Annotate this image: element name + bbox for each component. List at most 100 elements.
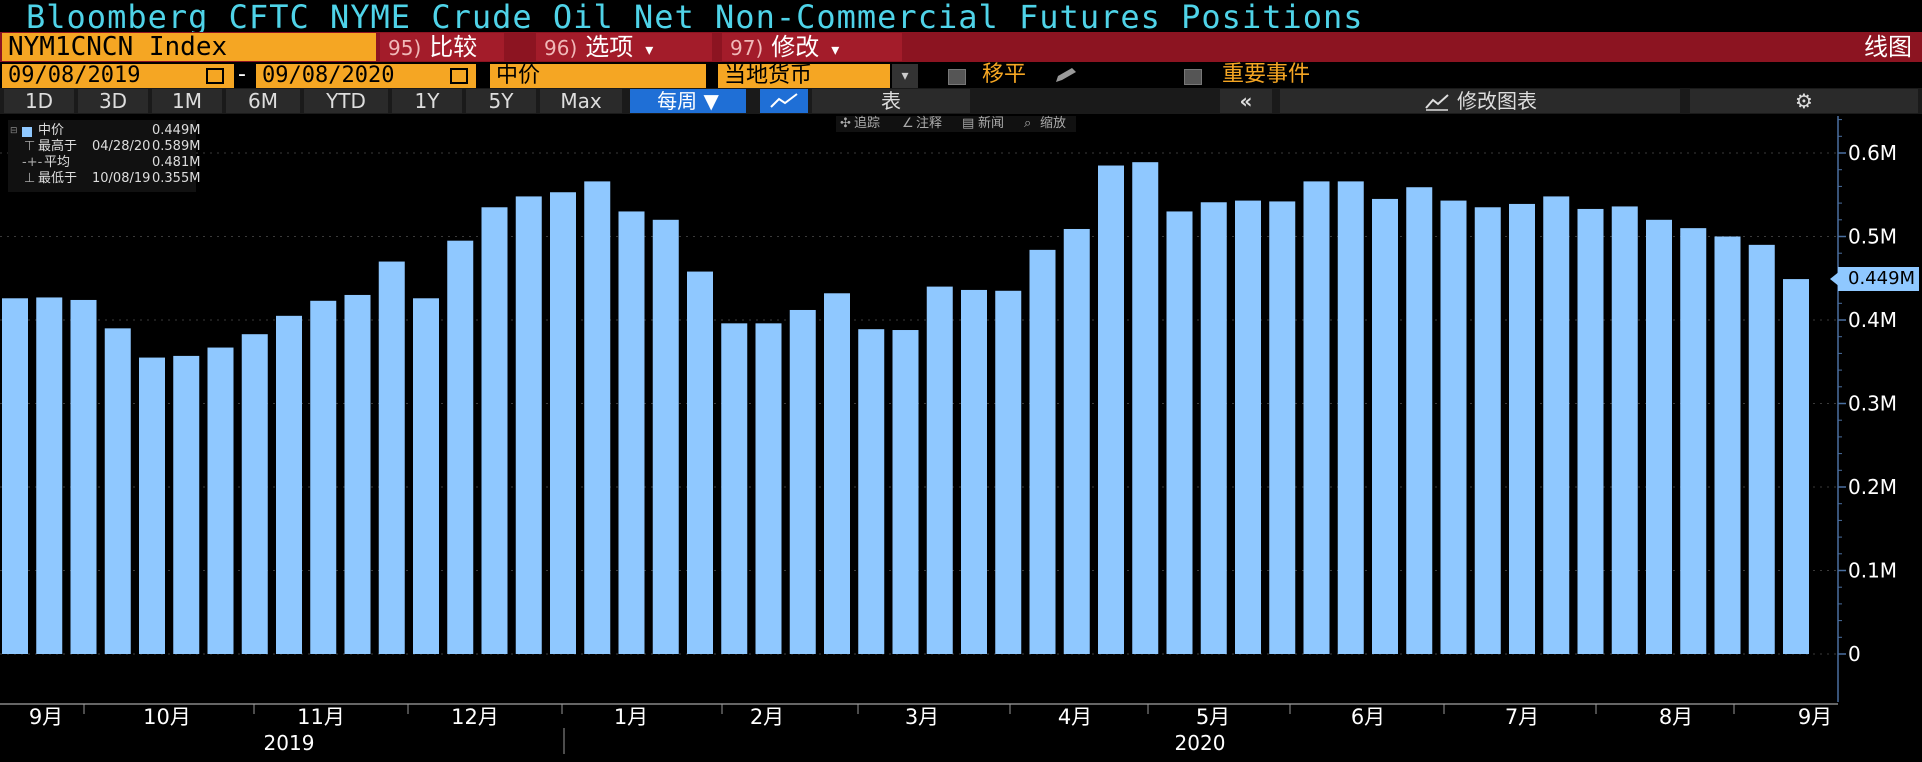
bar <box>1509 203 1535 654</box>
tool-annotate[interactable]: 注释 <box>916 116 943 131</box>
table-button[interactable]: 表 <box>812 89 970 113</box>
y-tick-label: 0.5M <box>1848 225 1897 249</box>
bar <box>1440 200 1467 654</box>
legend-expand-icon[interactable]: ⊟ <box>10 126 18 136</box>
tool-track[interactable]: 追踪 <box>854 116 881 131</box>
calendar-icon[interactable] <box>206 68 224 84</box>
y-tick-label: 0.3M <box>1848 392 1897 416</box>
legend-avg-label: 平均 <box>44 155 71 170</box>
zoom-icon[interactable]: ⌕ <box>1024 116 1032 131</box>
bar <box>1166 211 1193 654</box>
bar <box>515 196 542 655</box>
period-button-1y[interactable]: 1Y <box>392 89 462 113</box>
chevron-down-icon[interactable]: ▾ <box>892 64 918 88</box>
bar <box>139 357 165 654</box>
bar <box>652 219 679 655</box>
edit-chart-button[interactable]: 修改图表 <box>1280 89 1680 113</box>
bar <box>413 298 439 654</box>
chart-title: Bloomberg CFTC NYME Crude Oil Net Non-Co… <box>26 0 1364 36</box>
line-chart-toggle[interactable] <box>760 89 808 113</box>
bar <box>2 298 28 654</box>
bar-chart: 0 0.1M 0.2M 0.3M 0.4M 0.5M 0.6M 9月 10月 11月 12月 1月 2月… <box>0 116 1897 755</box>
edit-menu[interactable]: 97) 修改 ▾ <box>722 33 902 61</box>
bar <box>892 330 919 654</box>
y-tick-label: 0 <box>1848 642 1861 666</box>
bar <box>1783 279 1809 654</box>
legend-high-date: 04/28/20 <box>92 139 151 154</box>
bar <box>1029 249 1056 655</box>
crosshair-icon[interactable]: ✣ <box>840 116 851 131</box>
tool-news[interactable]: 新闻 <box>978 116 1005 131</box>
news-icon[interactable]: ▤ <box>962 116 975 131</box>
legend-series-label: 中价 <box>38 123 65 138</box>
annotate-icon[interactable]: ∠ <box>902 116 914 131</box>
x-month-label: 7月 <box>1505 705 1539 729</box>
moving-average-checkbox[interactable] <box>948 69 966 85</box>
period-button-max[interactable]: Max <box>540 89 622 113</box>
bar <box>1577 208 1604 654</box>
period-button-1m[interactable]: 1M <box>152 89 222 113</box>
x-month-label: 4月 <box>1058 705 1092 729</box>
last-value-label: 0.449M <box>1838 267 1920 291</box>
gear-icon[interactable]: ⚙ <box>1690 89 1918 113</box>
chart-type-button[interactable]: 线图 <box>1864 33 1912 61</box>
bar <box>344 294 371 654</box>
bar <box>241 334 268 654</box>
pencil-icon[interactable] <box>1052 66 1082 84</box>
period-button-5y[interactable]: 5Y <box>466 89 536 113</box>
calendar-icon[interactable] <box>450 68 468 84</box>
tool-zoom[interactable]: 缩放 <box>1040 116 1067 131</box>
bar <box>926 286 953 654</box>
period-button-6m[interactable]: 6M <box>226 89 300 113</box>
period-button-3d[interactable]: 3D <box>78 89 148 113</box>
line-chart-icon <box>770 93 798 108</box>
bar <box>687 271 713 654</box>
collapse-left-icon[interactable]: « <box>1220 89 1272 113</box>
legend-avg-row: -+- 平均 0.481M <box>8 155 200 171</box>
legend-low-label: 最低于 <box>38 171 78 186</box>
events-checkbox[interactable] <box>1184 69 1202 85</box>
bar <box>207 347 234 654</box>
x-month-label: 9月 <box>1798 705 1832 729</box>
end-date-value: 09/08/2020 <box>262 63 395 88</box>
start-date-value: 09/08/2019 <box>8 63 141 88</box>
bar <box>961 289 987 654</box>
menu-label: 修改 <box>771 33 820 61</box>
period-bar: 1D 3D 1M 6M YTD 1Y 5Y Max 每周 ▼ 表 « 修改图表 … <box>0 88 1922 114</box>
x-month-label: 10月 <box>143 705 191 729</box>
compare-menu[interactable]: 95) 比较 <box>380 33 504 61</box>
bar <box>1063 228 1090 655</box>
bar <box>378 261 405 654</box>
legend-series-value: 0.449M <box>152 123 201 138</box>
start-date-field[interactable]: 09/08/2019 <box>2 64 234 88</box>
period-button-ytd[interactable]: YTD <box>304 89 388 113</box>
bar <box>755 323 782 654</box>
x-month-label: 9月 <box>29 705 63 729</box>
price-field-select[interactable]: 中价 <box>490 64 706 88</box>
menu-label: 选项 <box>585 33 634 61</box>
end-date-field[interactable]: 09/08/2020 <box>256 64 476 88</box>
bar <box>173 355 200 654</box>
caret-down-icon: ▼ <box>703 89 719 113</box>
bar <box>104 328 131 654</box>
frequency-select[interactable]: 每周 ▼ <box>630 89 746 113</box>
x-month-label: 1月 <box>614 705 648 729</box>
x-month-label: 3月 <box>905 705 939 729</box>
plot-area: 0 0.1M 0.2M 0.3M 0.4M 0.5M 0.6M 9月 10月 11月 12月 1月 2月… <box>0 114 1922 758</box>
y-tick-label: 0.1M <box>1848 559 1897 583</box>
events-label: 重要事件 <box>1222 62 1311 87</box>
currency-select[interactable]: 当地货币 <box>718 64 890 88</box>
bar <box>1200 202 1227 654</box>
ticker-field[interactable]: NYM1CNCN Index <box>2 33 376 61</box>
period-button-1d[interactable]: 1D <box>4 89 74 113</box>
legend-low-row: ⊥ 最低于 10/08/19 0.355M <box>8 171 200 187</box>
bar <box>789 309 816 654</box>
options-menu[interactable]: 96) 选项 ▾ <box>536 33 712 61</box>
average-marker-icon: -+- <box>22 155 43 170</box>
y-tick-label: 0.4M <box>1848 308 1897 332</box>
legend-low-value: 0.355M <box>152 171 201 186</box>
edit-chart-label: 修改图表 <box>1457 89 1537 113</box>
x-year-label: 2019 <box>264 731 315 755</box>
bar <box>1269 201 1296 654</box>
chart-tools: ✣ 追踪 ∠ 注释 ▤ 新闻 ⌕ 缩放 <box>836 116 1076 132</box>
